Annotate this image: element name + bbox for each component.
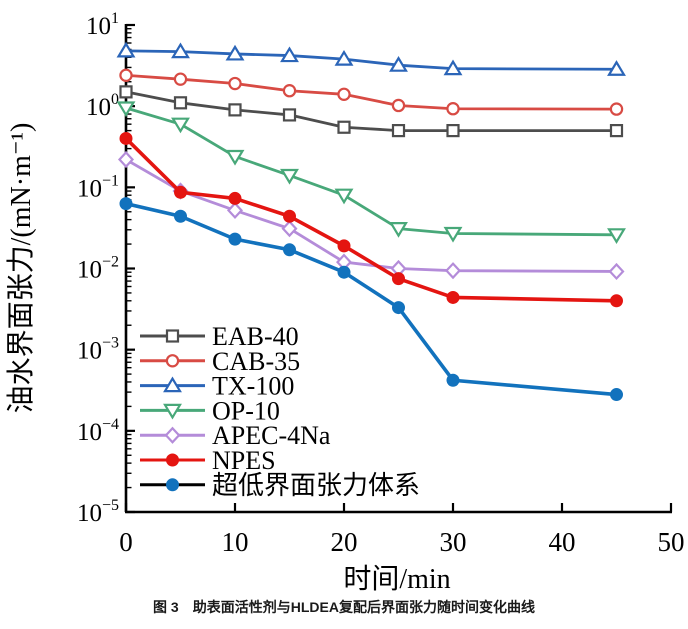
y-tick-label: 10−4	[77, 416, 119, 446]
legend-label: TX-100	[212, 372, 294, 401]
y-tick-label: 10−5	[77, 497, 119, 527]
data-point-marker	[444, 262, 462, 280]
legend-label: EAB-40	[212, 322, 299, 351]
data-point-marker	[165, 329, 180, 343]
data-point-marker	[391, 98, 406, 113]
data-point-marker	[446, 373, 460, 387]
data-point-marker	[226, 201, 244, 220]
series-line-CAB-35	[124, 73, 618, 111]
data-point-marker	[174, 185, 187, 199]
data-point-marker	[337, 120, 351, 134]
data-point-marker	[389, 222, 408, 238]
y-tick-label: 101	[86, 10, 119, 40]
data-point-marker	[228, 191, 242, 205]
data-point-marker	[225, 149, 245, 166]
x-tick-label: 10	[222, 527, 249, 557]
figure-caption: 图 3 助表面活性剂与HLDEA复配后界面张力随时间变化曲线	[0, 597, 688, 617]
data-point-marker	[610, 294, 623, 308]
data-point-marker	[607, 228, 626, 244]
data-point-marker	[228, 76, 242, 91]
x-tick-label: 20	[331, 527, 358, 557]
data-point-marker	[116, 101, 136, 118]
data-point-marker	[443, 59, 463, 76]
data-point-marker	[173, 96, 188, 110]
legend-label: CAB-35	[212, 347, 300, 376]
data-point-marker	[280, 168, 299, 185]
data-point-marker	[389, 56, 408, 72]
series-line-TX-100	[124, 49, 618, 71]
data-point-marker	[337, 239, 351, 253]
plot-area: 0 10 20 30 40 50 101 100 10−1 10−2 10−3 10−4 10−5 EAB…	[77, 10, 685, 557]
data-point-marker	[166, 478, 179, 492]
data-point-marker	[164, 426, 181, 444]
y-tick-label: 10−2	[77, 254, 119, 284]
data-point-marker	[282, 108, 297, 122]
data-point-marker	[337, 87, 351, 102]
data-point-marker	[607, 60, 626, 76]
series-line-OP-10	[124, 106, 618, 237]
data-point-marker	[337, 265, 351, 279]
data-point-marker	[608, 262, 625, 281]
data-point-marker	[609, 124, 624, 138]
x-tick-label: 40	[549, 527, 576, 557]
data-point-marker	[119, 131, 133, 145]
series-line-APEC-4Na	[124, 158, 618, 273]
legend-label: NPES	[212, 446, 276, 475]
data-point-marker	[171, 42, 190, 59]
data-point-marker	[119, 197, 133, 211]
y-axis-label: 油水界面张力/(mN·m⁻¹)	[5, 123, 37, 414]
x-tick-label: 0	[119, 527, 133, 557]
data-point-marker	[228, 103, 242, 117]
data-point-marker	[166, 453, 179, 467]
series-line-EAB-40	[124, 90, 618, 133]
data-point-marker	[165, 354, 180, 368]
figure-caption-text: 助表面活性剂与HLDEA复配后界面张力随时间变化曲线	[192, 599, 535, 615]
data-point-marker	[119, 68, 133, 83]
data-point-marker	[446, 124, 460, 138]
data-point-marker	[171, 117, 190, 134]
data-point-marker	[173, 72, 188, 86]
data-point-marker	[446, 290, 460, 304]
figure-caption-number: 图 3	[153, 599, 179, 615]
legend-label: OP-10	[212, 396, 280, 425]
series-line-超低界面张力体系	[124, 201, 619, 397]
data-point-marker	[228, 232, 242, 246]
x-axis-label: 时间/min	[343, 563, 450, 595]
y-tick-label: 10−3	[77, 335, 119, 365]
data-point-marker	[610, 388, 623, 402]
data-point-marker	[283, 209, 296, 223]
y-tick-label: 10−1	[77, 172, 119, 202]
legend-label: 超低界面张力体系	[212, 471, 420, 500]
data-point-marker	[392, 272, 405, 286]
data-point-marker	[117, 150, 135, 169]
y-tick-label: 100	[86, 91, 119, 121]
x-tick-label: 50	[658, 527, 685, 557]
x-tick-label: 30	[440, 527, 467, 557]
data-point-marker	[174, 209, 187, 223]
data-point-marker	[163, 376, 182, 393]
data-point-marker	[334, 188, 354, 205]
data-point-marker	[116, 41, 136, 58]
data-point-marker	[609, 102, 624, 116]
data-point-marker	[225, 44, 245, 61]
data-point-marker	[119, 85, 133, 99]
data-point-marker	[443, 226, 463, 243]
data-point-marker	[334, 49, 354, 66]
data-point-marker	[391, 124, 406, 138]
interfacial-tension-chart: 0 10 20 30 40 50 101 100 10−1 10−2 10−3 10−4 10−5 EAB…	[5, 10, 685, 595]
data-point-marker	[281, 220, 298, 238]
data-point-marker	[163, 403, 182, 420]
legend-label: APEC-4Na	[212, 421, 331, 450]
data-point-marker	[283, 243, 296, 257]
data-point-marker	[446, 102, 460, 116]
data-point-marker	[280, 46, 299, 63]
data-point-marker	[282, 84, 297, 98]
series-line-NPES	[124, 136, 619, 303]
data-point-marker	[392, 301, 405, 315]
